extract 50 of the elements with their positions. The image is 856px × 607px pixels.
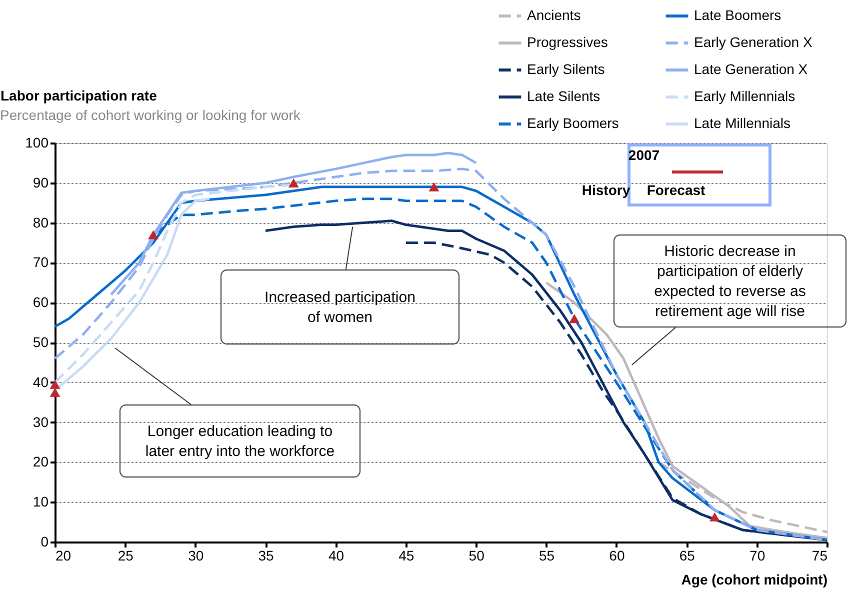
y-tick-label: 50 bbox=[32, 334, 49, 350]
point bbox=[50, 380, 60, 389]
x-tick-label: 40 bbox=[328, 548, 344, 564]
annotation: History bbox=[582, 182, 630, 198]
point bbox=[709, 512, 720, 522]
legend-label: Early Silents bbox=[527, 61, 605, 77]
x-tick-label: 60 bbox=[609, 548, 625, 564]
x-tick-label: 65 bbox=[679, 548, 696, 564]
x-tick-label: 20 bbox=[56, 548, 72, 564]
y-tick-label: 90 bbox=[32, 174, 49, 190]
legend-label: Late Boomers bbox=[694, 7, 782, 23]
y-tick-label: 30 bbox=[32, 414, 49, 430]
y-tick-label: 70 bbox=[32, 254, 49, 270]
x-tick-label: 30 bbox=[188, 548, 204, 564]
annotation: Longer education leading to later entry into the workforce bbox=[145, 423, 335, 460]
annotation: Forecast bbox=[646, 182, 706, 198]
y-tick-label: 100 bbox=[25, 134, 49, 150]
legend-label: Late Millennials bbox=[694, 115, 790, 131]
point bbox=[569, 314, 580, 324]
x-tick-label: 45 bbox=[398, 548, 414, 564]
annotation: Increased participation of women bbox=[264, 289, 416, 326]
x-tick-label: 75 bbox=[812, 548, 828, 564]
chart-subtitle: Percentage of cohort working or looking for work bbox=[0, 107, 302, 123]
legend-label: Early Generation X bbox=[694, 34, 813, 50]
legend-label: Late Generation X bbox=[694, 61, 808, 77]
y-axis-title: Labor participation rate bbox=[0, 88, 158, 104]
point bbox=[148, 230, 158, 240]
legend-label: Early Boomers bbox=[527, 115, 619, 131]
y-tick-label: 60 bbox=[32, 294, 49, 310]
point bbox=[288, 178, 299, 188]
y-tick-label: 0 bbox=[40, 534, 49, 550]
x-tick-label: 50 bbox=[468, 548, 485, 564]
annotation: Historic decrease in participation of elderly expected to reverse as retirement age will rise bbox=[654, 243, 806, 320]
annotation: 2007 bbox=[628, 147, 660, 163]
point bbox=[50, 388, 60, 397]
y-tick-label: 10 bbox=[32, 494, 49, 510]
legend-label: Early Millennials bbox=[694, 88, 796, 104]
x-tick-label: 55 bbox=[538, 548, 555, 564]
x-tick-label: 35 bbox=[258, 548, 274, 564]
point bbox=[428, 182, 440, 192]
legend-label: Progressives bbox=[527, 34, 608, 50]
legend-label: Ancients bbox=[527, 7, 581, 23]
y-tick-label: 40 bbox=[32, 374, 49, 390]
x-tick-label: 25 bbox=[118, 548, 134, 564]
y-tick-label: 20 bbox=[32, 454, 49, 470]
x-axis-title: Age (cohort midpoint) bbox=[681, 572, 828, 588]
line-series bbox=[545, 281, 828, 540]
x-tick-label: 70 bbox=[750, 548, 766, 564]
legend-label: Late Silents bbox=[527, 88, 600, 104]
y-tick-label: 80 bbox=[32, 214, 49, 230]
